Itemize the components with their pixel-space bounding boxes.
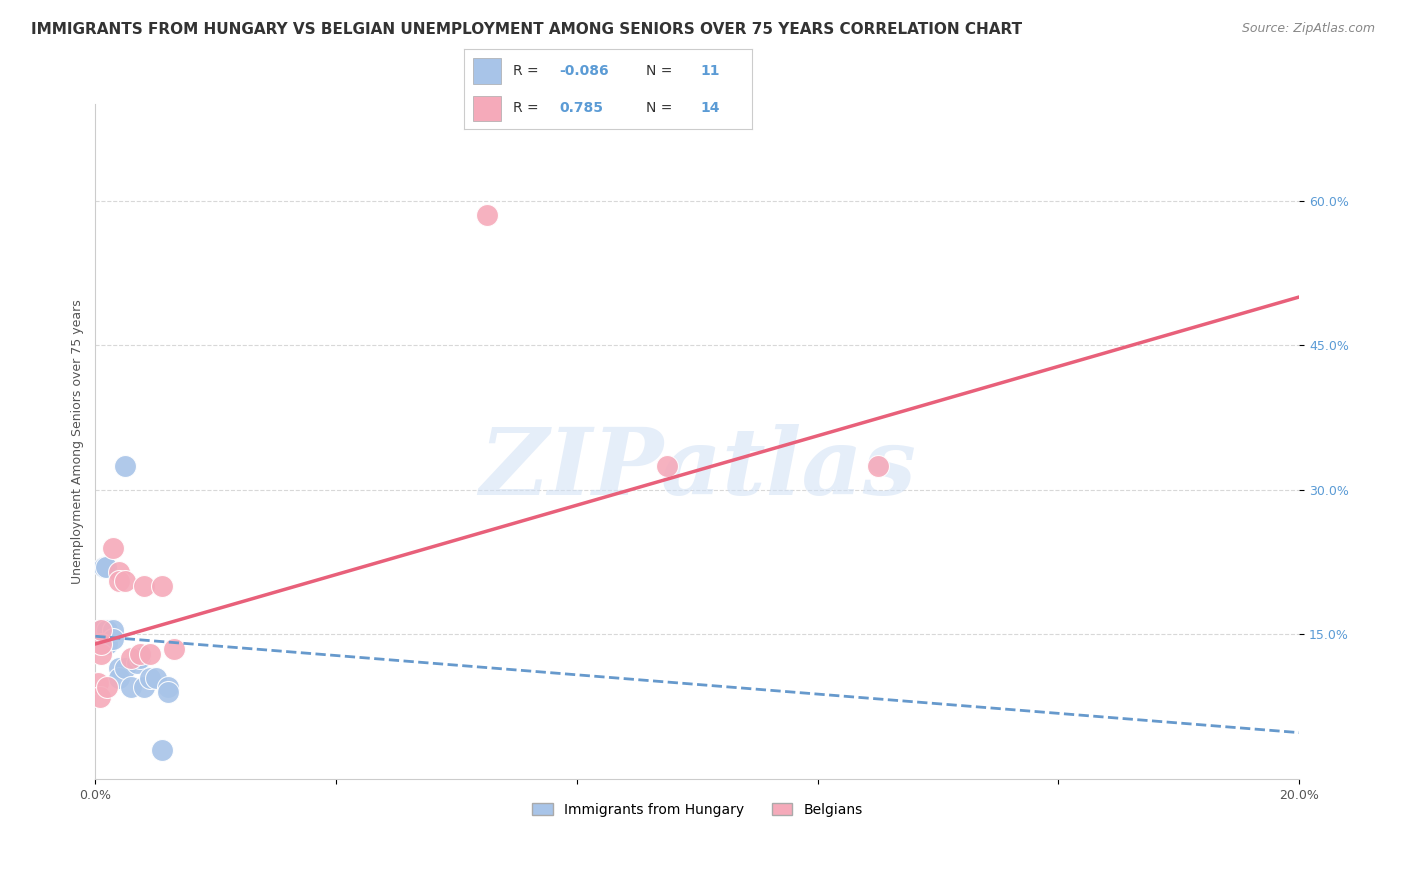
Point (475, 208, 498, 222)
Legend: Immigrants from Hungary, Belgians: Immigrants from Hungary, Belgians (526, 797, 869, 822)
Point (96, 623, 118, 637)
Point (138, 671, 160, 685)
Text: 14: 14 (700, 102, 720, 115)
Point (156, 681, 179, 695)
Point (127, 657, 149, 671)
Point (129, 651, 152, 665)
Point (129, 647, 152, 661)
Point (114, 574, 136, 589)
Text: 0.785: 0.785 (560, 102, 603, 115)
Point (96, 637, 118, 651)
Point (103, 632, 125, 647)
Point (150, 579, 173, 593)
Point (87, 675, 110, 690)
Point (145, 671, 167, 685)
Text: 11: 11 (700, 63, 720, 78)
Text: R =: R = (513, 63, 538, 78)
Point (89, 623, 111, 637)
Point (108, 661, 131, 675)
Point (114, 661, 136, 675)
Text: ZIPatlas: ZIPatlas (479, 424, 915, 514)
Point (90, 647, 112, 661)
Point (162, 641, 184, 656)
Point (93, 559, 115, 574)
Point (138, 647, 160, 661)
Point (657, 458, 679, 473)
Point (150, 743, 173, 757)
Y-axis label: Unemployment Among Seniors over 75 years: Unemployment Among Seniors over 75 years (72, 299, 84, 584)
Point (90, 637, 112, 651)
Point (103, 541, 125, 555)
Point (866, 458, 889, 473)
FancyBboxPatch shape (472, 95, 502, 121)
Point (108, 565, 131, 579)
Text: N =: N = (645, 63, 672, 78)
Point (121, 681, 143, 695)
Point (96, 681, 118, 695)
Text: R =: R = (513, 102, 538, 115)
Point (121, 651, 143, 665)
Point (108, 671, 131, 685)
Text: IMMIGRANTS FROM HUNGARY VS BELGIAN UNEMPLOYMENT AMONG SENIORS OVER 75 YEARS CORR: IMMIGRANTS FROM HUNGARY VS BELGIAN UNEMP… (31, 22, 1022, 37)
Point (132, 579, 155, 593)
Point (89, 690, 111, 704)
Text: N =: N = (645, 102, 672, 115)
Point (132, 681, 155, 695)
FancyBboxPatch shape (472, 58, 502, 84)
Point (103, 623, 125, 637)
Text: -0.086: -0.086 (560, 63, 609, 78)
Point (108, 574, 131, 589)
Point (156, 685, 179, 699)
Point (90, 623, 112, 637)
Point (96, 559, 118, 574)
Text: Source: ZipAtlas.com: Source: ZipAtlas.com (1241, 22, 1375, 36)
Point (114, 458, 136, 473)
